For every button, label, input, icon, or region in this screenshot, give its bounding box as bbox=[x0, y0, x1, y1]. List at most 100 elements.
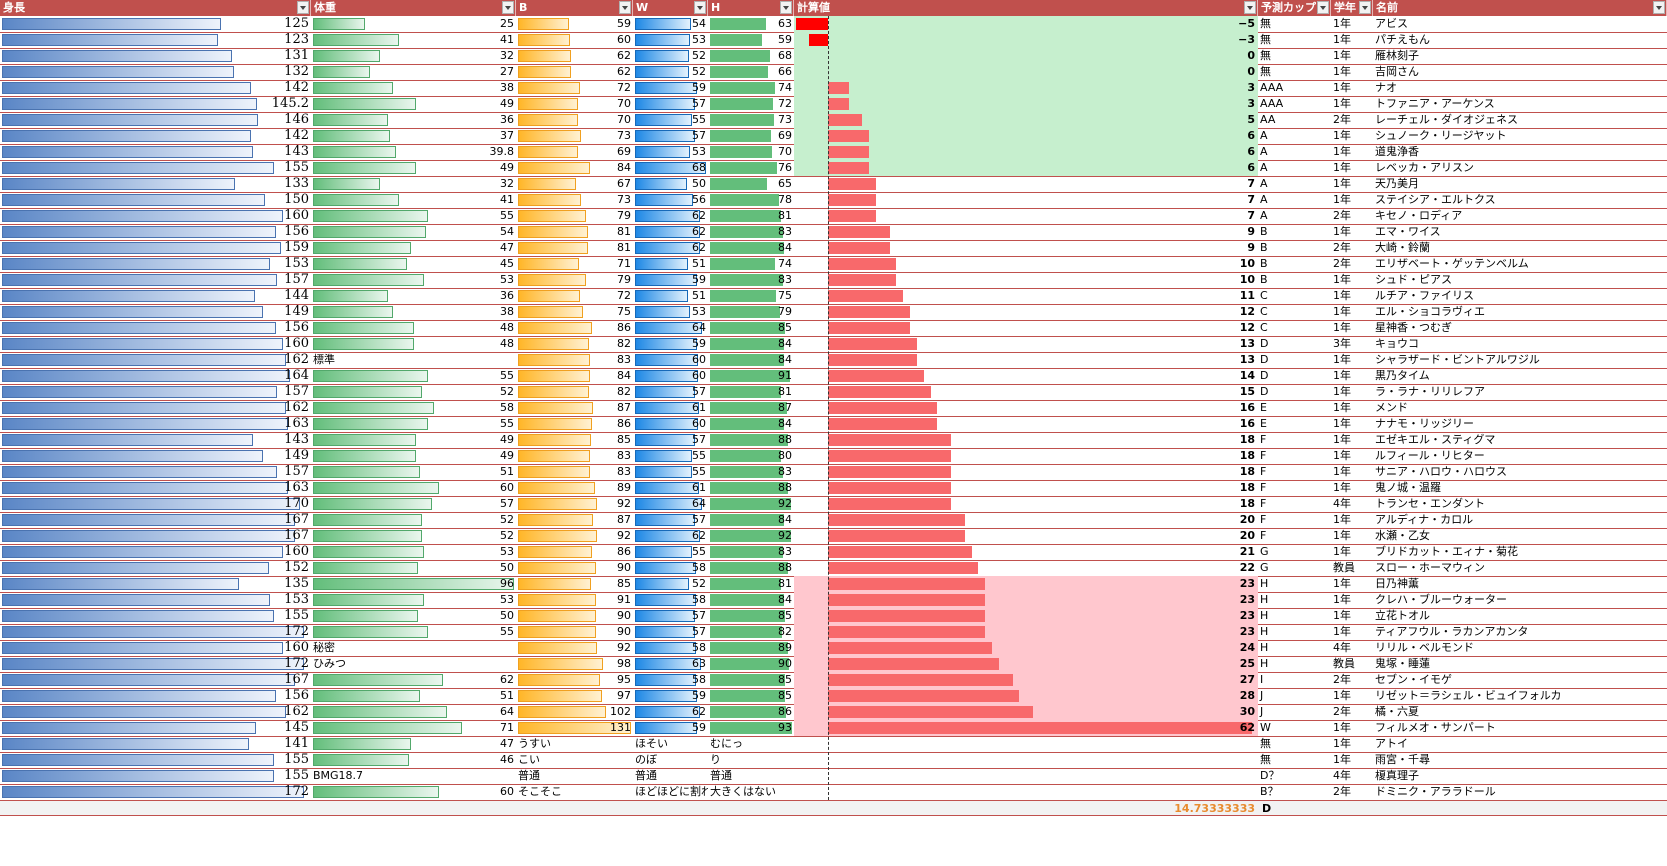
cell-h[interactable]: 85 bbox=[708, 608, 794, 624]
cell-cup[interactable]: C bbox=[1258, 304, 1331, 320]
cell-weight[interactable]: 52 bbox=[311, 384, 516, 400]
cell-grade[interactable]: 1年 bbox=[1331, 160, 1373, 176]
cell-grade[interactable]: 1年 bbox=[1331, 512, 1373, 528]
cell-name[interactable]: 鬼ノ城・温羅 bbox=[1373, 480, 1667, 496]
cell-w[interactable]: 62 bbox=[633, 528, 708, 544]
cell-w[interactable]: 58 bbox=[633, 592, 708, 608]
cell-calc[interactable]: 14 bbox=[794, 368, 1258, 384]
cell-name[interactable]: ナナモ・リッジリー bbox=[1373, 416, 1667, 432]
cell-grade[interactable]: 1年 bbox=[1331, 128, 1373, 144]
cell-w[interactable]: 60 bbox=[633, 368, 708, 384]
cell-name[interactable]: キョウコ bbox=[1373, 336, 1667, 352]
cell-grade[interactable]: 1年 bbox=[1331, 736, 1373, 752]
cell-height[interactable]: 157 bbox=[0, 384, 311, 400]
cell-weight[interactable]: 41 bbox=[311, 32, 516, 48]
cell-w[interactable]: 56 bbox=[633, 192, 708, 208]
cell-w[interactable]: 64 bbox=[633, 496, 708, 512]
cell-cup[interactable]: H bbox=[1258, 640, 1331, 656]
cell-w[interactable]: 57 bbox=[633, 384, 708, 400]
cell-w[interactable]: 62 bbox=[633, 240, 708, 256]
cell-w[interactable]: 57 bbox=[633, 512, 708, 528]
cell-w[interactable]: 62 bbox=[633, 208, 708, 224]
filter-dropdown-icon[interactable] bbox=[297, 1, 309, 14]
cell-calc[interactable]: 18 bbox=[794, 432, 1258, 448]
cell-cup[interactable]: D？ bbox=[1258, 768, 1331, 784]
cell-name[interactable]: 立花トオル bbox=[1373, 608, 1667, 624]
cell-h[interactable]: 63 bbox=[708, 16, 794, 32]
cell-height[interactable]: 172 bbox=[0, 624, 311, 640]
cell-weight[interactable]: 25 bbox=[311, 16, 516, 32]
cell-h[interactable]: 92 bbox=[708, 496, 794, 512]
cell-cup[interactable]: B bbox=[1258, 240, 1331, 256]
cell-weight[interactable]: 50 bbox=[311, 608, 516, 624]
cell-h[interactable]: 84 bbox=[708, 592, 794, 608]
cell-weight[interactable]: 38 bbox=[311, 80, 516, 96]
cell-cup[interactable]: D bbox=[1258, 336, 1331, 352]
cell-height[interactable]: 149 bbox=[0, 448, 311, 464]
cell-w[interactable]: 68 bbox=[633, 160, 708, 176]
cell-calc[interactable]: 13 bbox=[794, 336, 1258, 352]
cell-weight[interactable]: 36 bbox=[311, 112, 516, 128]
cell-weight[interactable]: 53 bbox=[311, 592, 516, 608]
cell-w[interactable]: 59 bbox=[633, 688, 708, 704]
cell-w[interactable]: 58 bbox=[633, 672, 708, 688]
cell-cup[interactable]: D bbox=[1258, 352, 1331, 368]
cell-grade[interactable]: 1年 bbox=[1331, 688, 1373, 704]
cell-w[interactable]: 60 bbox=[633, 352, 708, 368]
cell-name[interactable]: リゼット＝ラシェル・ビュイフォルカ bbox=[1373, 688, 1667, 704]
cell-b[interactable]: 普通 bbox=[516, 768, 633, 784]
cell-grade[interactable]: 1年 bbox=[1331, 384, 1373, 400]
cell-h[interactable]: 88 bbox=[708, 480, 794, 496]
cell-grade[interactable]: 1年 bbox=[1331, 624, 1373, 640]
cell-height[interactable]: 156 bbox=[0, 688, 311, 704]
cell-name[interactable]: ナオ bbox=[1373, 80, 1667, 96]
cell-name[interactable]: クレハ・ブルーウォーター bbox=[1373, 592, 1667, 608]
cell-calc[interactable]: 10 bbox=[794, 256, 1258, 272]
cell-b[interactable]: 92 bbox=[516, 640, 633, 656]
cell-cup[interactable]: AAA bbox=[1258, 96, 1331, 112]
cell-b[interactable]: 59 bbox=[516, 16, 633, 32]
cell-height[interactable]: 135 bbox=[0, 576, 311, 592]
cell-height[interactable]: 142 bbox=[0, 128, 311, 144]
cell-name[interactable]: シャラザード・ビントアルワジル bbox=[1373, 352, 1667, 368]
cell-name[interactable]: アルディナ・カロル bbox=[1373, 512, 1667, 528]
cell-w[interactable]: 63 bbox=[633, 656, 708, 672]
cell-name[interactable]: フィルメオ・サンパート bbox=[1373, 720, 1667, 736]
cell-calc[interactable]: −5 bbox=[794, 16, 1258, 32]
cell-b[interactable]: 87 bbox=[516, 400, 633, 416]
cell-calc[interactable]: 23 bbox=[794, 576, 1258, 592]
cell-h[interactable]: むにっ bbox=[708, 736, 794, 752]
cell-b[interactable]: 79 bbox=[516, 208, 633, 224]
cell-cup[interactable]: 無 bbox=[1258, 48, 1331, 64]
cell-grade[interactable]: 1年 bbox=[1331, 592, 1373, 608]
cell-h[interactable]: 79 bbox=[708, 304, 794, 320]
cell-cup[interactable]: E bbox=[1258, 400, 1331, 416]
cell-name[interactable]: 水瀬・乙女 bbox=[1373, 528, 1667, 544]
cell-height[interactable]: 160 bbox=[0, 640, 311, 656]
cell-calc[interactable]: 18 bbox=[794, 496, 1258, 512]
cell-grade[interactable]: 4年 bbox=[1331, 496, 1373, 512]
cell-w[interactable]: 55 bbox=[633, 464, 708, 480]
cell-grade[interactable]: 1年 bbox=[1331, 608, 1373, 624]
cell-h[interactable]: 81 bbox=[708, 208, 794, 224]
cell-name[interactable]: ティアフウル・ラカンアカンタ bbox=[1373, 624, 1667, 640]
cell-weight[interactable]: 58 bbox=[311, 400, 516, 416]
cell-w[interactable]: 59 bbox=[633, 80, 708, 96]
cell-weight[interactable]: 50 bbox=[311, 560, 516, 576]
cell-b[interactable]: 86 bbox=[516, 544, 633, 560]
cell-cup[interactable]: B bbox=[1258, 272, 1331, 288]
cell-w[interactable]: 57 bbox=[633, 96, 708, 112]
cell-height[interactable]: 145.2 bbox=[0, 96, 311, 112]
cell-w[interactable]: 55 bbox=[633, 544, 708, 560]
cell-b[interactable]: 90 bbox=[516, 560, 633, 576]
cell-weight[interactable]: 32 bbox=[311, 48, 516, 64]
cell-w[interactable]: 50 bbox=[633, 176, 708, 192]
filter-dropdown-icon[interactable] bbox=[619, 1, 631, 14]
cell-name[interactable]: 橘・六夏 bbox=[1373, 704, 1667, 720]
cell-weight[interactable]: 51 bbox=[311, 464, 516, 480]
cell-cup[interactable]: H bbox=[1258, 592, 1331, 608]
cell-b[interactable]: 87 bbox=[516, 512, 633, 528]
cell-name[interactable]: ステイシア・エルトクス bbox=[1373, 192, 1667, 208]
cell-height[interactable]: 157 bbox=[0, 272, 311, 288]
cell-b[interactable]: 83 bbox=[516, 352, 633, 368]
